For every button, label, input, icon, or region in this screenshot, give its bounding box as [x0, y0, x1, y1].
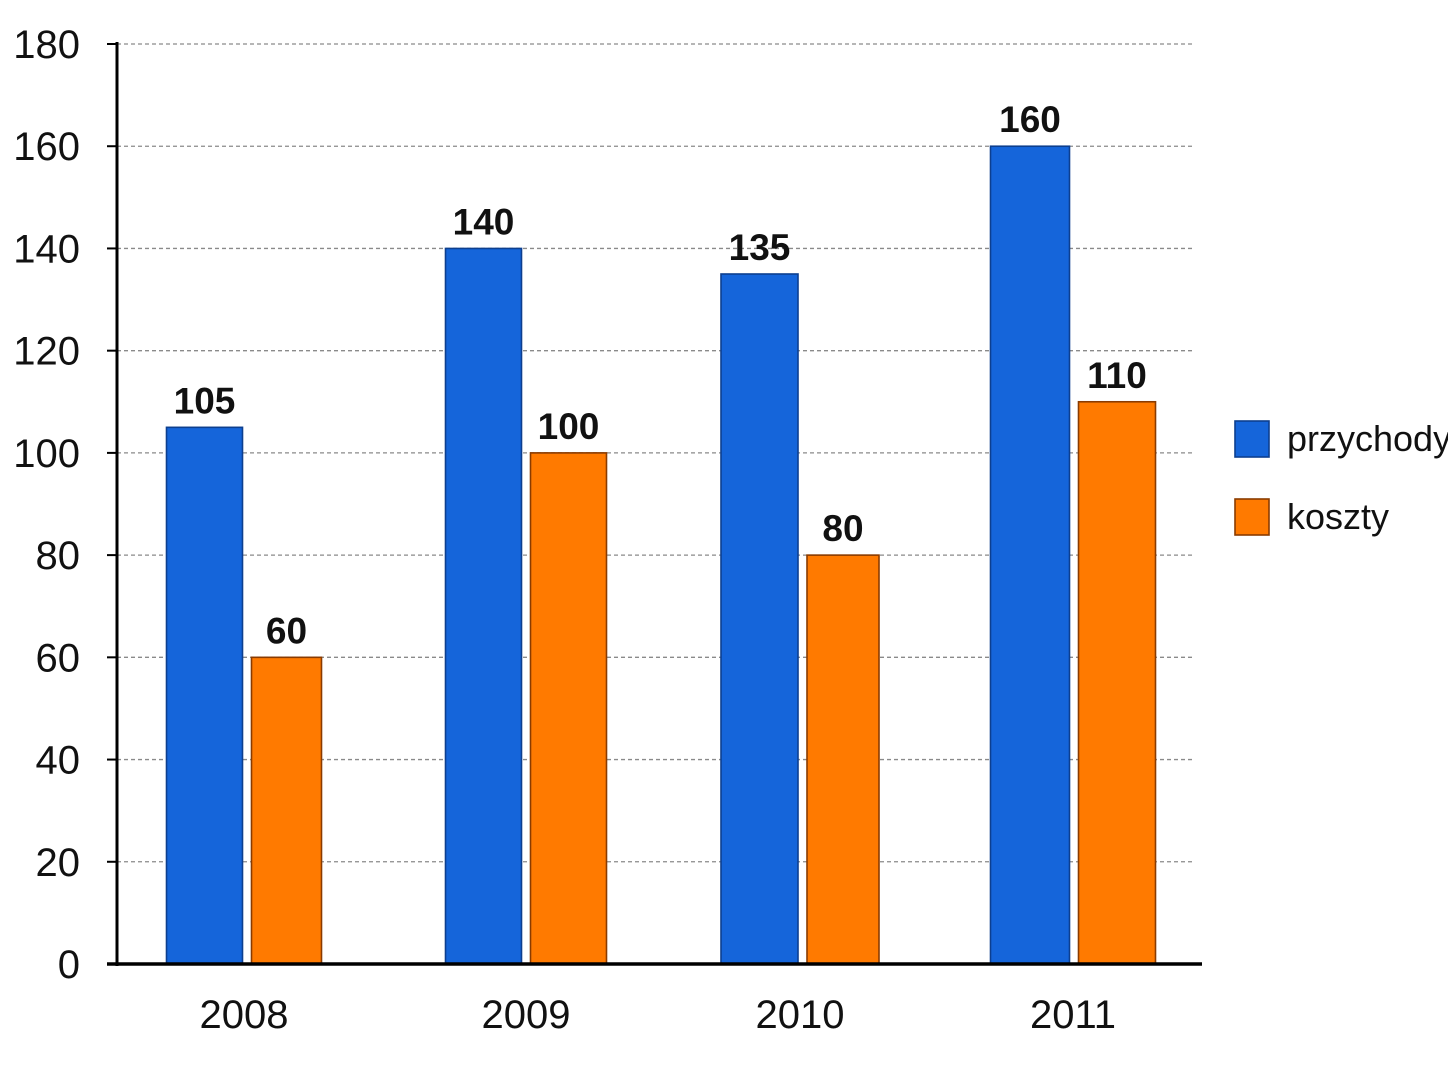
legend-label-koszty: koszty	[1287, 496, 1389, 537]
y-tick-label: 160	[13, 125, 80, 169]
data-label-koszty-2009: 100	[538, 406, 600, 447]
data-label-przychody-2008: 105	[174, 380, 236, 421]
x-tick-label: 2008	[200, 993, 289, 1037]
legend: przychody koszty	[1234, 418, 1448, 537]
y-tick-label: 180	[13, 23, 80, 67]
bar-przychody-2011	[989, 145, 1071, 965]
data-labels: 105 60 140 100 135 80 160 110	[174, 99, 1147, 651]
legend-swatch-koszty	[1234, 498, 1270, 536]
x-tick-label: 2009	[482, 993, 571, 1037]
bar-koszty-2010	[806, 554, 880, 965]
bar-przychody-2009	[444, 247, 523, 965]
data-label-koszty-2008: 60	[266, 610, 307, 651]
y-tick-label: 20	[36, 841, 81, 885]
legend-label-przychody: przychody	[1287, 418, 1448, 459]
x-tick-label: 2011	[1030, 993, 1116, 1037]
data-label-koszty-2010: 80	[822, 508, 863, 549]
x-tick-label: 2010	[756, 993, 845, 1037]
y-tick-label: 0	[58, 943, 80, 987]
bar-koszty-2009	[529, 452, 608, 965]
y-tick-label: 100	[13, 432, 80, 476]
legend-swatch-przychody	[1234, 420, 1270, 458]
data-label-przychody-2010: 135	[729, 227, 791, 268]
bar-koszty-2008	[250, 656, 323, 965]
y-tick-label: 120	[13, 330, 80, 374]
axes: 0 20 40 60 80 100 120 140 160 180 2008 2009 2010 2011	[13, 23, 1202, 1037]
y-tick-label: 140	[13, 227, 80, 271]
data-label-przychody-2009: 140	[453, 201, 515, 242]
y-tick-label: 40	[36, 739, 81, 783]
y-tick-label: 60	[36, 636, 81, 680]
bars	[165, 145, 1157, 965]
y-tick-label: 80	[36, 534, 81, 578]
bar-przychody-2008	[165, 426, 244, 965]
data-label-przychody-2011: 160	[999, 99, 1061, 140]
bar-przychody-2010	[720, 273, 799, 965]
bar-koszty-2011	[1077, 400, 1157, 965]
data-label-koszty-2011: 110	[1087, 355, 1147, 396]
